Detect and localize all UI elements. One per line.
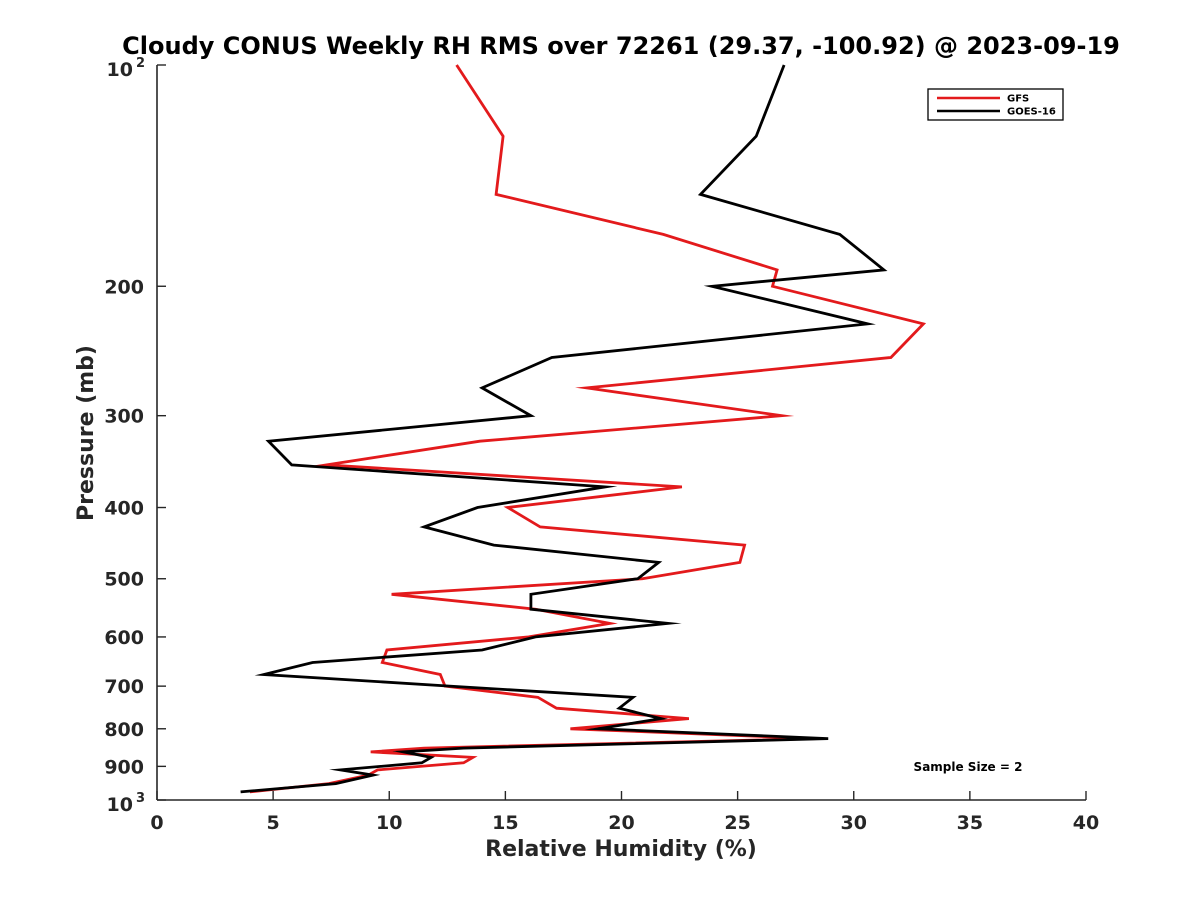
- x-tick-label: 15: [492, 812, 518, 834]
- y-tick-label: 300: [104, 406, 144, 428]
- y-tick-label: 900: [104, 756, 144, 778]
- y-tick-label: 200: [104, 276, 144, 298]
- y-tick-label: 10: [107, 794, 133, 816]
- x-tick-label: 20: [608, 812, 634, 834]
- y-tick-exponent: 3: [136, 791, 145, 806]
- x-tick-label: 30: [841, 812, 867, 834]
- series-layer: [240, 64, 927, 794]
- sample-size-annotation: Sample Size = 2: [914, 760, 1023, 774]
- y-tick-label: 400: [104, 498, 144, 520]
- x-axis-label: Relative Humidity (%): [485, 837, 757, 862]
- x-tick-label: 40: [1073, 812, 1099, 834]
- x-tick-label: 35: [957, 812, 983, 834]
- y-tick-exponent: 2: [136, 56, 145, 71]
- legend-label: GOES-16: [1007, 107, 1056, 118]
- legend: GFS GOES-16: [927, 88, 1064, 121]
- legend-label: GFS: [1007, 94, 1029, 105]
- series-line-goes-16: [240, 64, 888, 794]
- y-tick-label: 500: [104, 569, 144, 591]
- legend-box: [927, 88, 1064, 121]
- x-tick-label: 25: [724, 812, 750, 834]
- chart-title: Cloudy CONUS Weekly RH RMS over 72261 (2…: [122, 32, 1120, 60]
- x-tick-label: 5: [267, 812, 280, 834]
- x-tick-label: 0: [150, 812, 163, 834]
- y-tick-label: 10: [107, 59, 133, 81]
- y-tick-label: 600: [104, 627, 144, 649]
- y-axis-label: Pressure (mb): [74, 345, 99, 521]
- x-tick-label: 10: [376, 812, 402, 834]
- y-tick-label: 800: [104, 719, 144, 741]
- y-tick-label: 700: [104, 676, 144, 698]
